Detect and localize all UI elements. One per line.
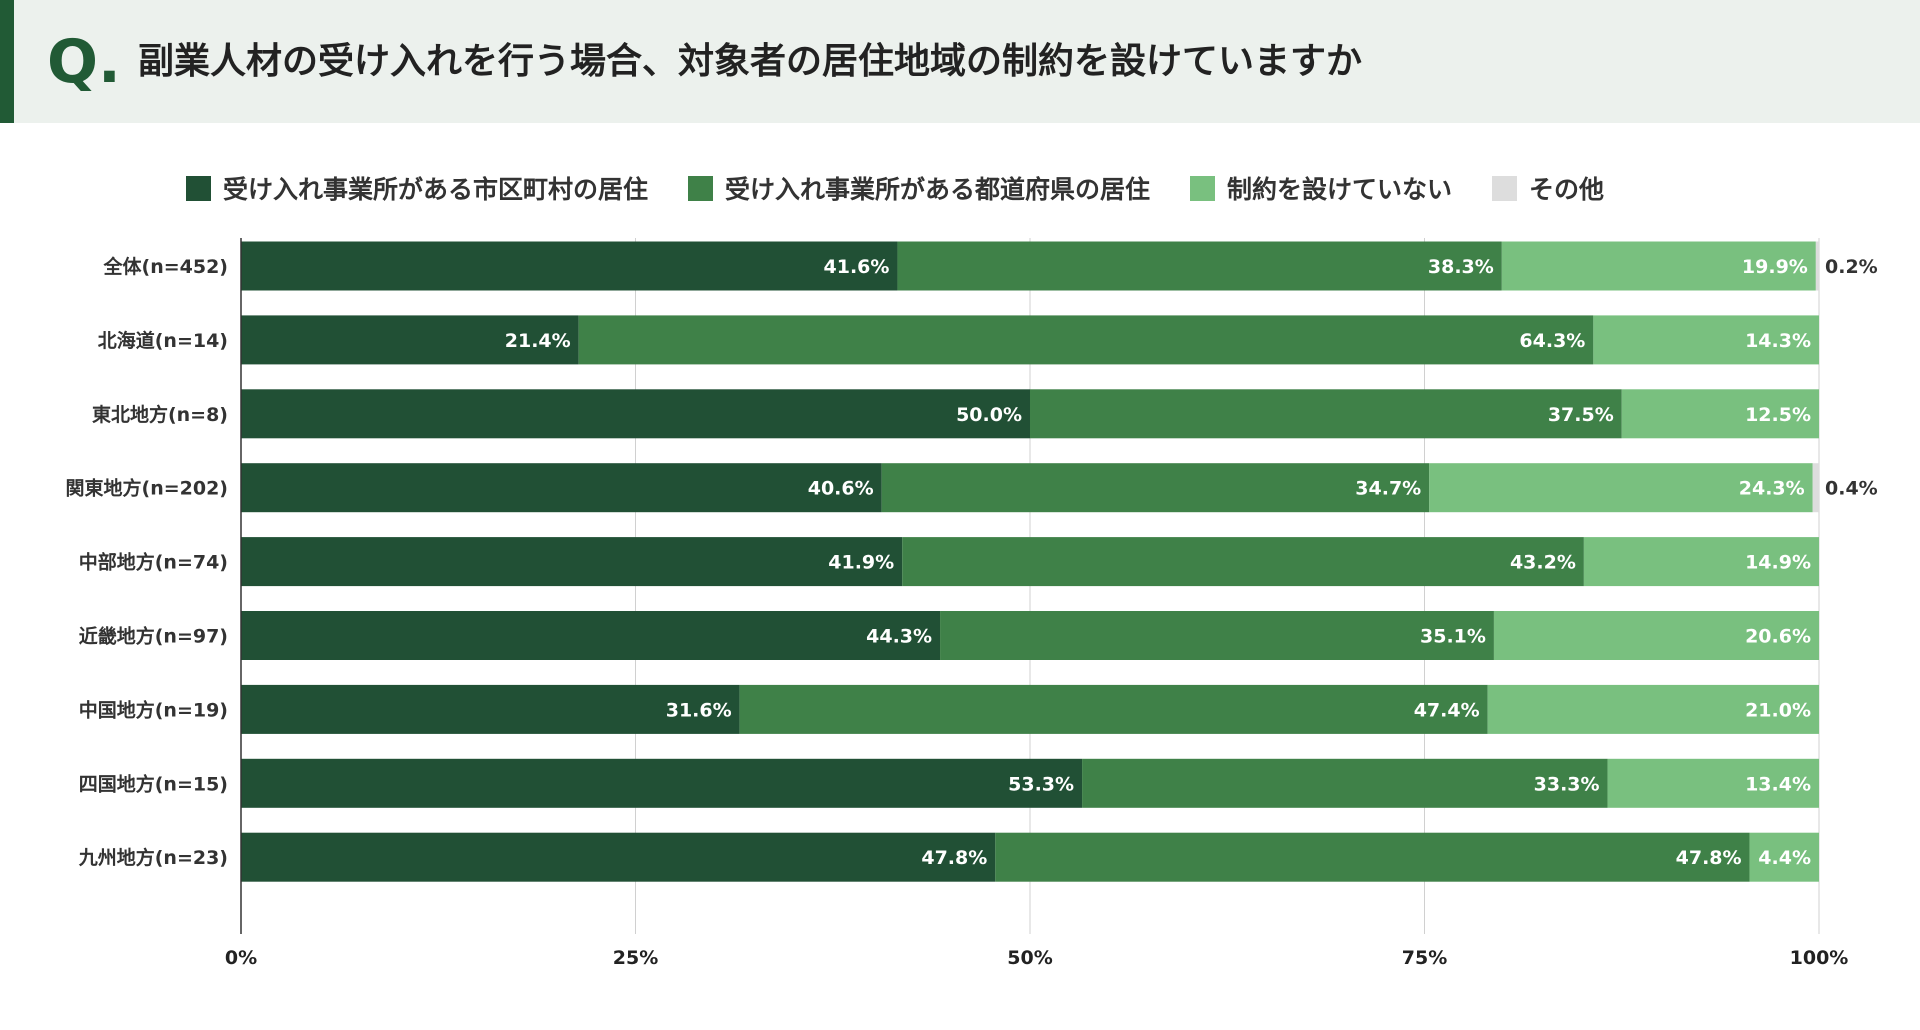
bar-segment (1607, 758, 1819, 808)
data-label: 4.4% (1758, 847, 1811, 869)
y-category-label: 近畿地方(n=97) (79, 625, 228, 648)
data-label: 40.6% (808, 478, 874, 500)
data-label: 14.3% (1745, 330, 1811, 352)
data-label: 31.6% (666, 699, 732, 721)
data-label: 21.0% (1745, 699, 1811, 721)
legend-swatch (186, 175, 211, 201)
data-label: 37.5% (1548, 404, 1614, 426)
legend-label: 受け入れ事業所がある市区町村の居住 (223, 175, 649, 204)
bar-segment (739, 684, 1488, 734)
x-tick-label: 25% (613, 947, 658, 969)
data-label: 47.8% (921, 847, 987, 869)
y-category-label: 九州地方(n=23) (78, 846, 228, 869)
bar-segment (241, 611, 941, 660)
header-accent-bar (0, 0, 14, 123)
legend-swatch (1492, 175, 1518, 201)
bar-segment (1429, 463, 1813, 513)
data-label: 44.3% (866, 626, 932, 648)
data-label: 12.5% (1745, 404, 1811, 426)
legend-label: その他 (1529, 175, 1605, 204)
legend-item-no-restriction: 制約を設けていない (1190, 170, 1452, 206)
data-label: 47.4% (1414, 699, 1480, 721)
bar-segment (902, 537, 1584, 587)
data-label: 64.3% (1519, 330, 1585, 352)
y-category-label: 全体(n=452) (103, 255, 228, 278)
bar-segment (241, 758, 1083, 808)
bar-segment (241, 241, 898, 291)
data-label: 35.1% (1420, 626, 1486, 648)
legend-item-municipality: 受け入れ事業所がある市区町村の居住 (186, 170, 648, 206)
y-category-label: 中国地方(n=19) (79, 698, 228, 721)
chart-legend: 受け入れ事業所がある市区町村の居住 受け入れ事業所がある都道府県の居住 制約を設… (186, 170, 1644, 206)
data-label: 33.3% (1534, 773, 1600, 795)
bar-segment (241, 537, 903, 587)
question-mark: Q. (47, 27, 121, 97)
data-label: 41.6% (824, 256, 890, 278)
data-label: 14.9% (1745, 552, 1811, 574)
data-label: 38.3% (1428, 256, 1494, 278)
bar-segment (881, 463, 1430, 513)
x-tick-label: 50% (1007, 947, 1052, 969)
y-category-label: 中部地方(n=74) (79, 551, 228, 574)
bar-segment (241, 389, 1030, 439)
bar-segment (241, 832, 996, 882)
bar-segment (1812, 463, 1819, 513)
x-tick-label: 0% (225, 947, 257, 969)
x-tick-label: 75% (1402, 947, 1447, 969)
y-category-label: 四国地方(n=15) (79, 772, 228, 795)
legend-item-prefecture: 受け入れ事業所がある都道府県の居住 (688, 170, 1150, 206)
data-label: 41.9% (828, 552, 894, 574)
bar-segment (1749, 832, 1819, 882)
legend-swatch (1190, 175, 1216, 201)
data-label: 0.2% (1825, 256, 1878, 278)
data-label: 34.7% (1355, 478, 1421, 500)
bar-segment (1487, 684, 1819, 734)
bar-segment (1030, 389, 1622, 439)
bar-segment (897, 241, 1502, 291)
bar-segment (1501, 241, 1816, 291)
bar-segment (995, 832, 1750, 882)
bar-segment (241, 463, 882, 513)
bar-segment (241, 315, 579, 365)
legend-swatch (688, 175, 714, 201)
bar-segment (1815, 241, 1819, 291)
bar-segment (241, 684, 740, 734)
bar-segment (940, 611, 1494, 660)
bar-segment (1493, 611, 1819, 660)
data-label: 50.0% (956, 404, 1022, 426)
legend-label: 受け入れ事業所がある都道府県の居住 (725, 175, 1151, 204)
x-tick-label: 100% (1790, 947, 1849, 969)
y-category-label: 北海道(n=14) (98, 329, 228, 352)
data-label: 24.3% (1739, 478, 1805, 500)
bar-segment (578, 315, 1594, 365)
question-header: Q. 副業人材の受け入れを行う場合、対象者の居住地域の制約を設けていますか (0, 0, 1920, 123)
bar-segment (1593, 315, 1819, 365)
page-title: 副業人材の受け入れを行う場合、対象者の居住地域の制約を設けていますか (138, 41, 1363, 82)
data-label: 53.3% (1008, 773, 1074, 795)
y-category-label: 東北地方(n=8) (92, 403, 228, 426)
y-category-label: 関東地方(n=202) (66, 477, 228, 500)
bar-segment (1583, 537, 1819, 587)
data-label: 47.8% (1676, 847, 1742, 869)
bar-segment (1082, 758, 1608, 808)
data-label: 19.9% (1742, 256, 1808, 278)
data-label: 20.6% (1745, 626, 1811, 648)
legend-item-other: その他 (1492, 170, 1604, 206)
data-label: 13.4% (1745, 773, 1811, 795)
data-label: 43.2% (1510, 552, 1576, 574)
bar-segment (1621, 389, 1819, 439)
legend-label: 制約を設けていない (1227, 175, 1453, 204)
data-label: 0.4% (1825, 478, 1878, 500)
data-label: 21.4% (505, 330, 571, 352)
